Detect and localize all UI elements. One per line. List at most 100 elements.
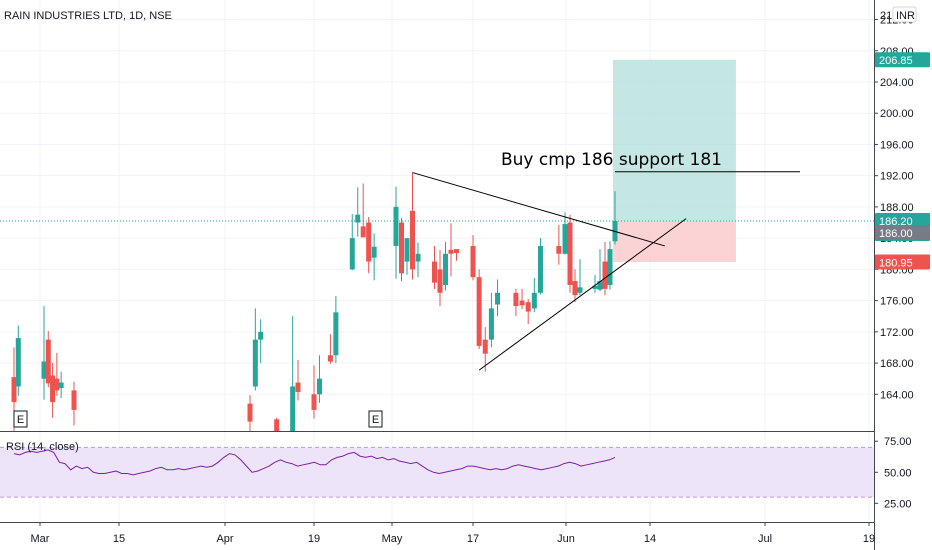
candle-body bbox=[577, 287, 583, 293]
candle bbox=[577, 259, 583, 296]
candle bbox=[470, 235, 476, 281]
candle-body bbox=[525, 302, 531, 312]
rsi-axis[interactable]: 75.00 50.00 25.00 bbox=[874, 436, 912, 510]
candle bbox=[519, 288, 525, 310]
candle-body bbox=[607, 249, 613, 285]
candle-body bbox=[404, 238, 410, 262]
candle-body bbox=[443, 253, 448, 285]
candle-body bbox=[454, 249, 459, 253]
candle bbox=[54, 352, 60, 396]
rsi-tick-label: 50.00 bbox=[884, 467, 912, 479]
time-tick-label: 15 bbox=[113, 533, 125, 545]
symbol-title[interactable]: RAIN INDUSTRIES LTD, 1D, NSE bbox=[4, 10, 172, 22]
candle bbox=[495, 279, 501, 317]
candle bbox=[488, 292, 494, 348]
entry-price-tag-bg bbox=[875, 225, 930, 241]
candle-body bbox=[513, 292, 519, 307]
candle-body bbox=[597, 281, 603, 290]
currency-badge-label: INR bbox=[896, 10, 915, 22]
candle bbox=[41, 306, 47, 400]
candle bbox=[602, 242, 608, 296]
candle bbox=[316, 355, 322, 403]
candle-body bbox=[58, 382, 64, 389]
candle-body bbox=[519, 300, 525, 306]
candlestick-series bbox=[11, 172, 618, 431]
candle bbox=[404, 238, 410, 275]
price-tick-label: 196.00 bbox=[880, 139, 914, 151]
candle bbox=[454, 249, 459, 261]
candle-body bbox=[295, 382, 301, 392]
candle-body bbox=[371, 246, 377, 258]
last-price-tag-text: 186.20 bbox=[879, 216, 913, 228]
candle bbox=[58, 371, 64, 399]
candle-body bbox=[274, 419, 280, 431]
candle bbox=[247, 395, 253, 431]
price-tick-label: 176.00 bbox=[880, 296, 914, 308]
candle-body bbox=[54, 378, 60, 391]
candle-body bbox=[11, 377, 17, 403]
stop-price-tag-text: 180.95 bbox=[879, 257, 913, 269]
candle-body bbox=[252, 339, 258, 387]
candle-body bbox=[488, 308, 494, 340]
buy-annotation-text[interactable]: Buy cmp 186 support 181 bbox=[501, 150, 722, 170]
earnings-marker[interactable]: E bbox=[13, 410, 28, 428]
trend-line[interactable] bbox=[412, 172, 665, 247]
rsi-band-background bbox=[0, 447, 874, 498]
candle bbox=[258, 319, 264, 364]
candle bbox=[311, 365, 317, 419]
earnings-marker-label: E bbox=[17, 414, 24, 426]
candle bbox=[607, 241, 613, 290]
time-tick-label: 17 bbox=[467, 533, 479, 545]
candle bbox=[567, 214, 573, 293]
candle-body bbox=[592, 285, 598, 289]
trend-lines[interactable] bbox=[412, 171, 801, 371]
time-tick-label: Apr bbox=[216, 533, 233, 545]
profit-target-zone[interactable] bbox=[613, 59, 736, 221]
price-tick-label: 164.00 bbox=[880, 389, 914, 401]
candle-body bbox=[41, 361, 47, 379]
earnings-marker-label: E bbox=[372, 414, 379, 426]
candle bbox=[355, 187, 361, 237]
candle-body bbox=[448, 249, 454, 254]
candle-body bbox=[470, 245, 476, 278]
candle-body bbox=[45, 339, 51, 384]
stop-loss-zone[interactable] bbox=[613, 220, 736, 262]
candle-body bbox=[360, 226, 366, 238]
candle bbox=[437, 249, 443, 307]
candle-body bbox=[327, 355, 333, 362]
rsi-indicator-label[interactable]: RSI (14, close) bbox=[6, 441, 79, 453]
time-tick-label: 14 bbox=[644, 533, 656, 545]
candle bbox=[531, 277, 537, 313]
candle bbox=[410, 172, 415, 280]
time-axis[interactable]: Mar 15 Apr 19 May 17 Jun 14 Jul 19 bbox=[31, 522, 876, 545]
candle bbox=[513, 288, 519, 317]
candle-body bbox=[393, 206, 399, 246]
currency-badge[interactable]: INR bbox=[892, 6, 917, 23]
candle bbox=[597, 249, 603, 292]
stop-price-tag-bg bbox=[875, 254, 930, 270]
candle-body bbox=[349, 238, 355, 270]
candle bbox=[572, 269, 578, 303]
candle bbox=[432, 245, 437, 289]
target-price-tag-bg bbox=[875, 52, 930, 68]
candle-body bbox=[572, 281, 578, 296]
candle-body bbox=[247, 403, 253, 422]
candle bbox=[525, 299, 531, 325]
time-tick-label: 19 bbox=[308, 533, 320, 545]
candle-body bbox=[50, 375, 56, 403]
candle-body bbox=[556, 245, 562, 254]
candle-body bbox=[567, 222, 573, 285]
candle-body bbox=[602, 261, 608, 289]
earnings-marker[interactable]: E bbox=[368, 410, 383, 428]
trend-line[interactable] bbox=[478, 218, 687, 371]
candle bbox=[45, 331, 51, 388]
time-tick-label: Jul bbox=[758, 533, 772, 545]
price-axis[interactable]: 212.00208.00204.00200.00196.00192.00188.… bbox=[874, 15, 914, 402]
candle-body bbox=[399, 222, 404, 274]
time-tick-label: 19 bbox=[863, 533, 875, 545]
time-tick-label: Mar bbox=[31, 533, 50, 545]
candle bbox=[360, 183, 366, 238]
grid-lines bbox=[0, 0, 874, 522]
candle-body bbox=[71, 390, 77, 410]
